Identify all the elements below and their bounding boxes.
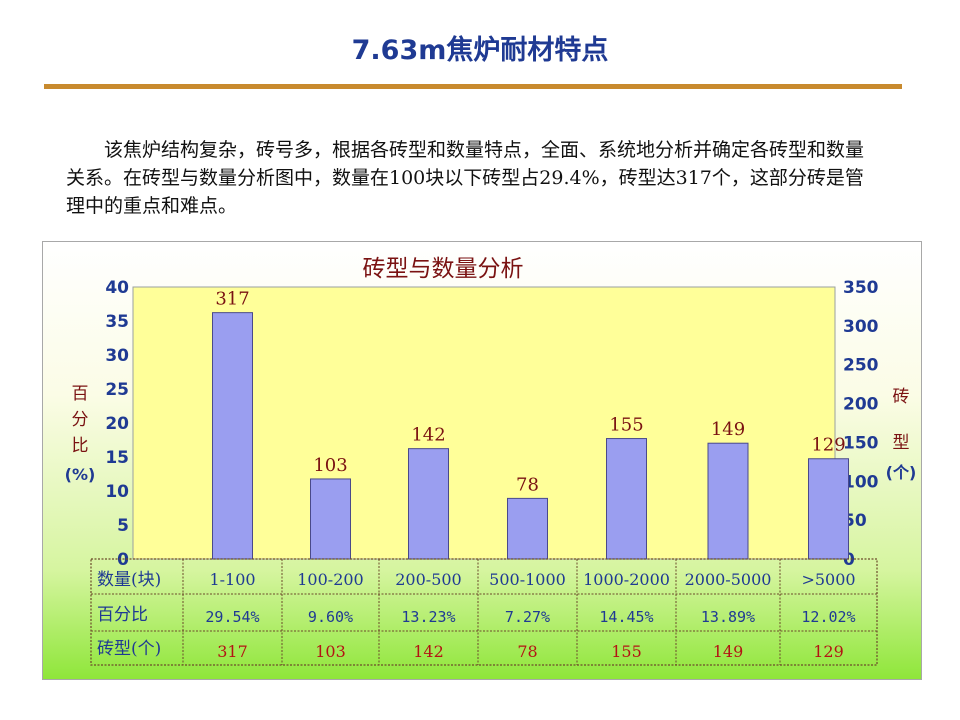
bar — [212, 312, 253, 560]
table-cell-category: >5000 — [801, 570, 855, 589]
right-axis-unit: (个) — [886, 463, 917, 482]
table-cell-category: 100-200 — [297, 570, 363, 589]
right-axis-label: 型 — [893, 433, 910, 453]
right-axis-label: 砖 — [893, 387, 910, 407]
table-cell-count: 78 — [517, 642, 537, 661]
table-cell-percent: 12.02% — [801, 608, 855, 626]
table-cell-percent: 13.23% — [401, 608, 455, 626]
table-cell-percent: 13.89% — [701, 608, 755, 626]
bar — [507, 497, 548, 560]
bar — [310, 478, 351, 560]
left-tick-label: 0 — [117, 550, 129, 570]
table-cell-category: 500-1000 — [489, 570, 566, 589]
left-tick-label: 30 — [105, 346, 129, 366]
left-axis-label: 百 — [72, 384, 89, 404]
bar-value-label: 142 — [411, 425, 445, 446]
bar-value-label: 149 — [711, 419, 745, 440]
table-cell-category: 1000-2000 — [583, 570, 670, 589]
bar-value-label: 317 — [215, 289, 249, 310]
table-cell-count: 142 — [413, 642, 444, 661]
right-tick-label: 350 — [843, 278, 879, 298]
left-tick-label: 15 — [105, 448, 129, 468]
table-cell-category: 2000-5000 — [685, 570, 772, 589]
bar-value-label: 129 — [811, 435, 845, 456]
table-cell-percent: 9.60% — [308, 608, 353, 626]
right-tick-label: 200 — [843, 395, 879, 415]
right-tick-label: 150 — [843, 433, 879, 453]
bar — [606, 438, 647, 560]
table-cell-count: 103 — [315, 642, 346, 661]
chart-title: 砖型与数量分析 — [363, 256, 524, 282]
intro-paragraph: 该焦炉结构复杂，砖号多，根据各砖型和数量特点，全面、系统地分析并确定各砖型和数量… — [66, 139, 865, 217]
bar — [707, 442, 749, 560]
left-tick-label: 40 — [105, 278, 129, 298]
table-cell-percent: 29.54% — [205, 608, 259, 626]
bar-value-label: 103 — [313, 455, 347, 476]
data-table — [90, 558, 878, 666]
bar-chart: 砖型与数量分析051015202530354005010015020025030… — [65, 256, 917, 666]
title-divider — [44, 84, 902, 89]
left-axis-label: 比 — [72, 436, 89, 456]
table-header-percent: 百分比 — [97, 605, 148, 625]
bar — [408, 448, 449, 560]
left-tick-label: 35 — [105, 312, 129, 332]
table-cell-category: 200-500 — [395, 570, 461, 589]
left-axis-label: 分 — [72, 410, 89, 430]
bar — [808, 458, 849, 560]
bar-value-label: 155 — [609, 415, 643, 436]
table-cell-count: 149 — [713, 642, 744, 661]
chart-panel: 砖型与数量分析 0 5 10 15 20 25 30 35 40 0 50 100 150 200 250 30… — [42, 241, 922, 680]
right-tick-label: 250 — [843, 356, 879, 376]
table-cell-percent: 7.27% — [505, 608, 550, 626]
left-tick-label: 5 — [117, 516, 129, 536]
slide-title: 7.63m焦炉耐材特点 — [351, 35, 609, 66]
right-tick-label: 300 — [843, 317, 879, 337]
table-cell-category: 1-100 — [209, 570, 255, 589]
left-axis-unit: (%) — [65, 465, 96, 484]
right-tick-label: 100 — [843, 472, 879, 492]
table-cell-count: 155 — [611, 642, 642, 661]
table-cell-count: 317 — [217, 642, 248, 661]
table-cell-percent: 14.45% — [599, 608, 653, 626]
bar-value-label: 78 — [516, 474, 539, 495]
left-tick-label: 25 — [105, 380, 129, 400]
table-header-category: 数量(块) — [97, 570, 161, 590]
left-tick-label: 10 — [105, 482, 129, 502]
table-header-count: 砖型(个) — [97, 639, 161, 659]
table-cell-count: 129 — [813, 642, 844, 661]
left-tick-label: 20 — [105, 414, 129, 434]
